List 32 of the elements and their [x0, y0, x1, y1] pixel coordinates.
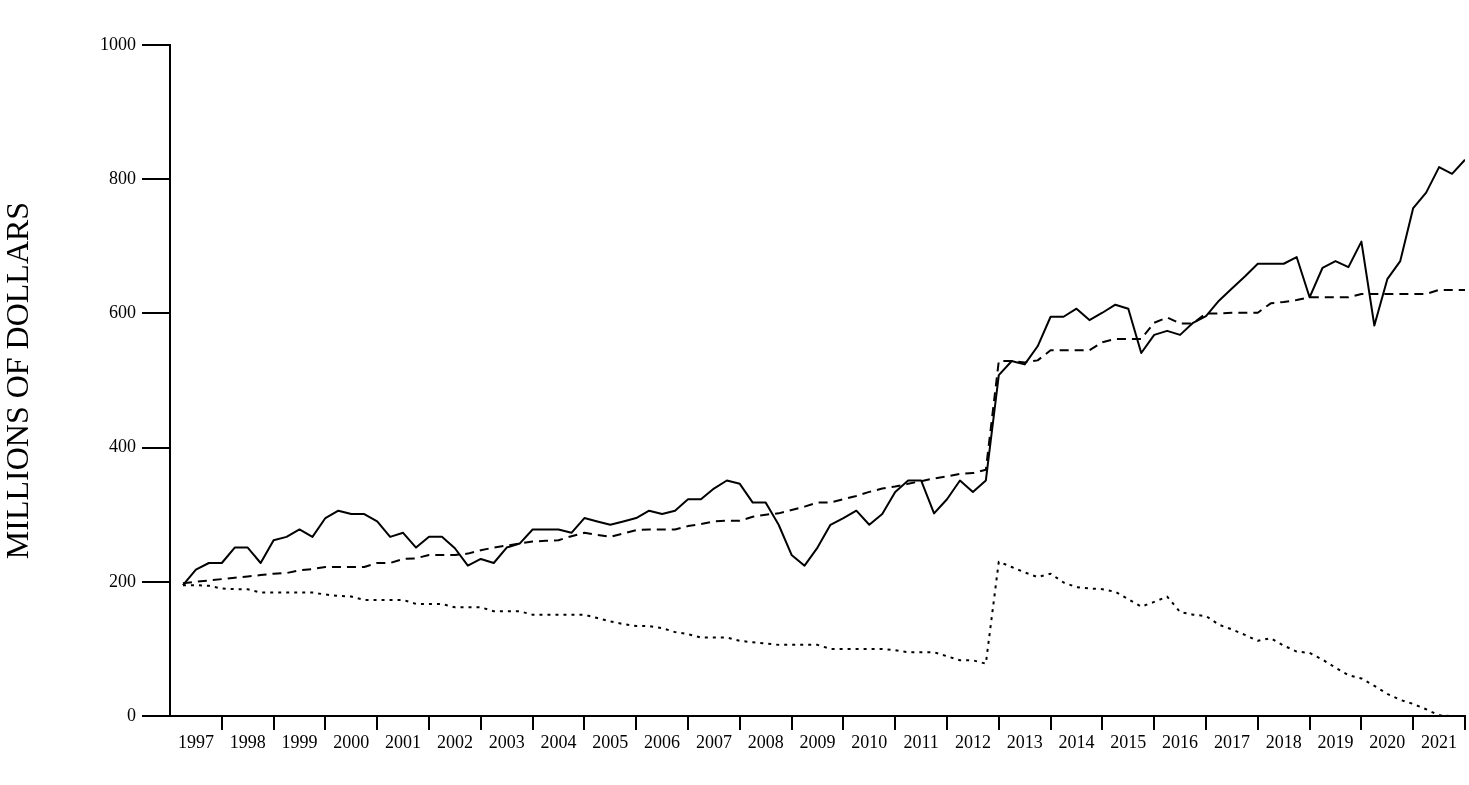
- y-axis-title: MILLIONS OF DOLLARS: [0, 201, 35, 560]
- x-tick-label: 2015: [1110, 731, 1147, 752]
- x-tick-label: 1999: [281, 731, 318, 752]
- x-tick-label: 2019: [1317, 731, 1354, 752]
- y-tick-label: 400: [109, 436, 136, 457]
- x-tick-label: 2009: [799, 731, 836, 752]
- x-tick-label: 1998: [229, 731, 266, 752]
- x-tick-label: 1997: [177, 731, 214, 752]
- x-tick-label: 2008: [747, 731, 784, 752]
- x-tick-label: 2005: [592, 731, 629, 752]
- x-tick-label: 2004: [540, 731, 577, 752]
- y-tick-label: 600: [109, 302, 136, 323]
- x-tick-label: 2021: [1421, 731, 1458, 752]
- y-tick-label: 1000: [100, 33, 136, 54]
- x-tick-label: 2020: [1369, 731, 1406, 752]
- y-tick-label: 200: [109, 570, 136, 591]
- x-tick-label: 2018: [1265, 731, 1302, 752]
- x-tick-label: 2014: [1058, 731, 1095, 752]
- y-tick-label: 0: [127, 704, 136, 725]
- x-tick-label: 2006: [644, 731, 681, 752]
- x-tick-label: 2010: [851, 731, 888, 752]
- x-tick-label: 2002: [436, 731, 473, 752]
- x-tick-label: 2016: [1162, 731, 1199, 752]
- x-tick-label: 2012: [954, 731, 991, 752]
- x-tick-label: 2000: [333, 731, 370, 752]
- x-tick-label: 2007: [695, 731, 732, 752]
- x-tick-label: 2003: [488, 731, 525, 752]
- x-tick-label: 2001: [385, 731, 422, 752]
- y-tick-label: 800: [109, 167, 136, 188]
- x-tick-label: 2013: [1006, 731, 1043, 752]
- x-tick-label: 2011: [903, 731, 939, 752]
- x-tick-label: 2017: [1213, 731, 1250, 752]
